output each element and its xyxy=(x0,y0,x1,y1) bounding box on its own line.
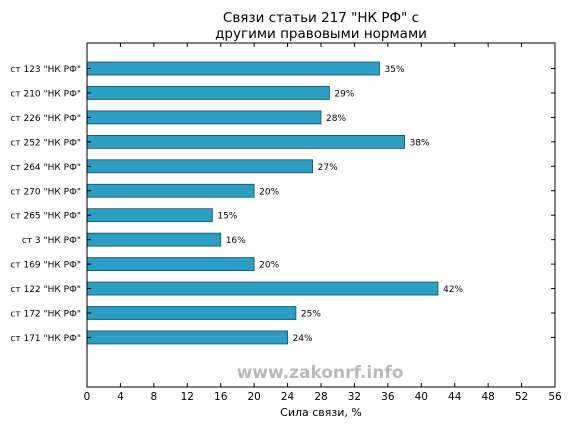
bar-value-label: 29% xyxy=(334,89,354,99)
x-tick-label: 4 xyxy=(117,391,124,403)
bars xyxy=(86,61,439,345)
x-tick-label: 8 xyxy=(151,391,158,403)
bar xyxy=(86,61,380,76)
y-tick-label: ст 169 "НК РФ" xyxy=(10,261,81,271)
bar-value-label: 20% xyxy=(259,187,279,197)
chart-title-line: Связи статьи 217 "НК РФ" с xyxy=(223,10,419,26)
bar xyxy=(86,183,255,198)
bar-value-label: 35% xyxy=(385,65,405,75)
bar xyxy=(86,257,255,272)
y-axis-labels: ст 123 "НК РФ" ст 210 "НК РФ" ст 226 "НК Р… xyxy=(10,65,81,344)
bar-value-label: 25% xyxy=(301,310,321,320)
x-tick-label: 32 xyxy=(348,391,361,403)
x-tick-label: 24 xyxy=(281,391,295,403)
y-tick-label: ст 264 "НК РФ" xyxy=(10,163,81,173)
bar xyxy=(86,208,213,223)
y-tick-label: ст 123 "НК РФ" xyxy=(10,65,81,75)
bar-value-label: 24% xyxy=(293,334,313,344)
x-tick-label: 44 xyxy=(448,391,462,403)
x-tick-label: 28 xyxy=(314,391,327,403)
x-tick-label: 12 xyxy=(181,391,194,403)
bar xyxy=(86,159,314,174)
x-tick-label: 20 xyxy=(247,391,260,403)
bar xyxy=(86,281,439,296)
x-axis-title: Сила связи, % xyxy=(280,406,362,419)
y-tick-label: ст 270 "НК РФ" xyxy=(10,187,81,197)
value-labels: 35% 29% 28% 38% 27% 20% 15% 16% 20% 42% 25% 24% xyxy=(217,65,463,344)
x-tick-label: 40 xyxy=(415,391,428,403)
x-tick-label: 56 xyxy=(548,391,562,403)
bar xyxy=(86,110,322,125)
x-tick-label: 48 xyxy=(481,391,494,403)
x-tick-label: 36 xyxy=(381,391,395,403)
bar-value-label: 42% xyxy=(443,285,463,295)
y-tick-label: ст 226 "НК РФ" xyxy=(10,114,81,124)
bar-value-label: 38% xyxy=(410,138,430,148)
bar xyxy=(86,232,222,247)
x-tick-label: 0 xyxy=(84,391,91,403)
y-tick-label: ст 172 "НК РФ" xyxy=(10,310,81,320)
x-axis-tick-labels: 0 4 8 12 16 20 24 28 32 36 40 44 48 52 56 xyxy=(84,391,562,403)
bar xyxy=(86,330,288,345)
bar xyxy=(86,134,405,149)
ticks xyxy=(86,43,556,387)
bar-value-label: 16% xyxy=(226,236,246,246)
y-tick-label: ст 210 "НК РФ" xyxy=(10,89,81,99)
bar-value-label: 20% xyxy=(259,261,279,271)
x-tick-label: 52 xyxy=(515,391,528,403)
y-tick-label: ст 265 "НК РФ" xyxy=(10,212,81,222)
bar xyxy=(86,86,330,100)
y-tick-label: ст 252 "НК РФ" xyxy=(10,138,81,148)
y-tick-label: ст 171 "НК РФ" xyxy=(10,334,81,344)
x-tick-label: 16 xyxy=(214,391,228,403)
bar-value-label: 28% xyxy=(326,114,346,124)
bar-value-label: 27% xyxy=(318,163,338,173)
chart-title-line: другими правовыми нормами xyxy=(215,26,427,42)
bar-value-label: 15% xyxy=(217,212,237,222)
bar xyxy=(86,306,297,320)
y-tick-label: ст 3 "НК РФ" xyxy=(22,236,81,246)
watermark: www.zakonrf.info xyxy=(237,363,404,383)
y-tick-label: ст 122 "НК РФ" xyxy=(10,285,81,295)
